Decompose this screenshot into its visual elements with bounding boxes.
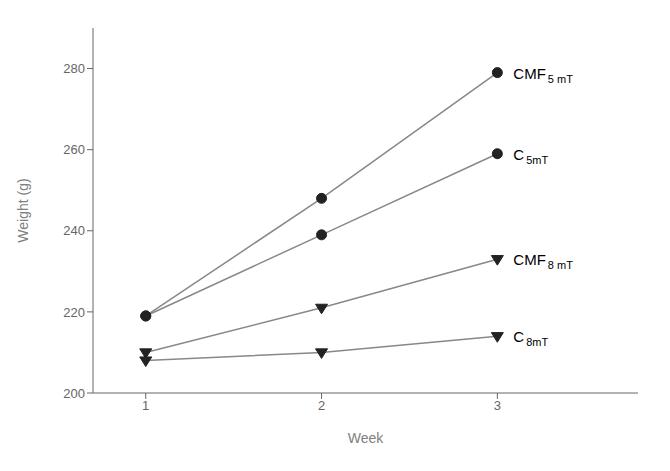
svg-text:C8mT: C8mT xyxy=(513,328,548,349)
svg-text:3: 3 xyxy=(494,398,501,413)
svg-text:CMF5 mT: CMF5 mT xyxy=(513,64,573,85)
svg-text:Weight (g): Weight (g) xyxy=(15,178,31,242)
svg-text:280: 280 xyxy=(63,61,85,76)
svg-text:Week: Week xyxy=(348,430,385,446)
svg-text:260: 260 xyxy=(63,142,85,157)
svg-text:CMF8 mT: CMF8 mT xyxy=(513,251,573,272)
svg-text:200: 200 xyxy=(63,386,85,401)
svg-text:C5mT: C5mT xyxy=(513,145,548,166)
svg-text:220: 220 xyxy=(63,305,85,320)
svg-text:1: 1 xyxy=(142,398,149,413)
svg-text:2: 2 xyxy=(318,398,325,413)
svg-text:240: 240 xyxy=(63,223,85,238)
